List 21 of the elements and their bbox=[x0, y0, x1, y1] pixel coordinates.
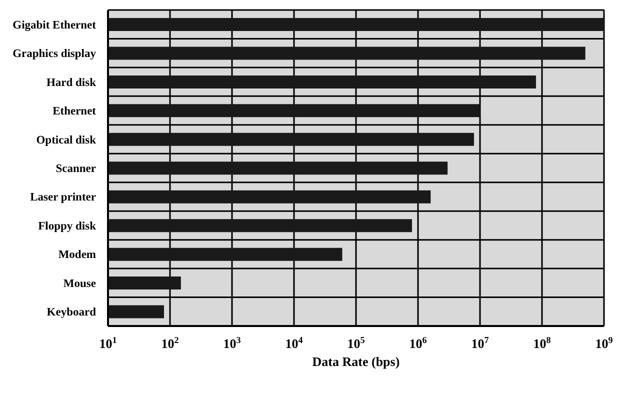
x-tick-label: 10$^{7}$ bbox=[471, 335, 490, 351]
x-axis-title: Data Rate (bps) bbox=[312, 354, 400, 369]
x-tick-label: 10$^{6}$ bbox=[409, 335, 428, 351]
y-tick-label: Hard disk bbox=[46, 76, 97, 89]
y-tick-label: Optical disk bbox=[36, 134, 97, 146]
y-tick-label: Mouse bbox=[63, 278, 96, 290]
y-tick-label: Keyboard bbox=[46, 306, 97, 319]
y-tick-label: Graphics display bbox=[12, 48, 96, 60]
x-tick-label: 10$^{9}$ bbox=[595, 335, 614, 351]
x-tick-label: 10$^{5}$ bbox=[347, 335, 366, 351]
x-tick-label: 10$^{4}$ bbox=[285, 335, 304, 351]
y-tick-label: Ethernet bbox=[52, 106, 96, 118]
y-tick-label: Floppy disk bbox=[38, 220, 97, 232]
y-tick-label: Modem bbox=[58, 249, 96, 262]
x-tick-label: 10$^{1}$ bbox=[99, 335, 118, 351]
y-tick-label: Scanner bbox=[56, 163, 96, 175]
y-tick-label: Laser printer bbox=[30, 192, 96, 204]
x-tick-label: 10$^{8}$ bbox=[533, 335, 552, 351]
y-tick-label: Gigabit Ethernet bbox=[12, 19, 96, 32]
x-tick-label: 10$^{3}$ bbox=[223, 335, 242, 351]
x-tick-label: 10$^{2}$ bbox=[161, 335, 180, 351]
